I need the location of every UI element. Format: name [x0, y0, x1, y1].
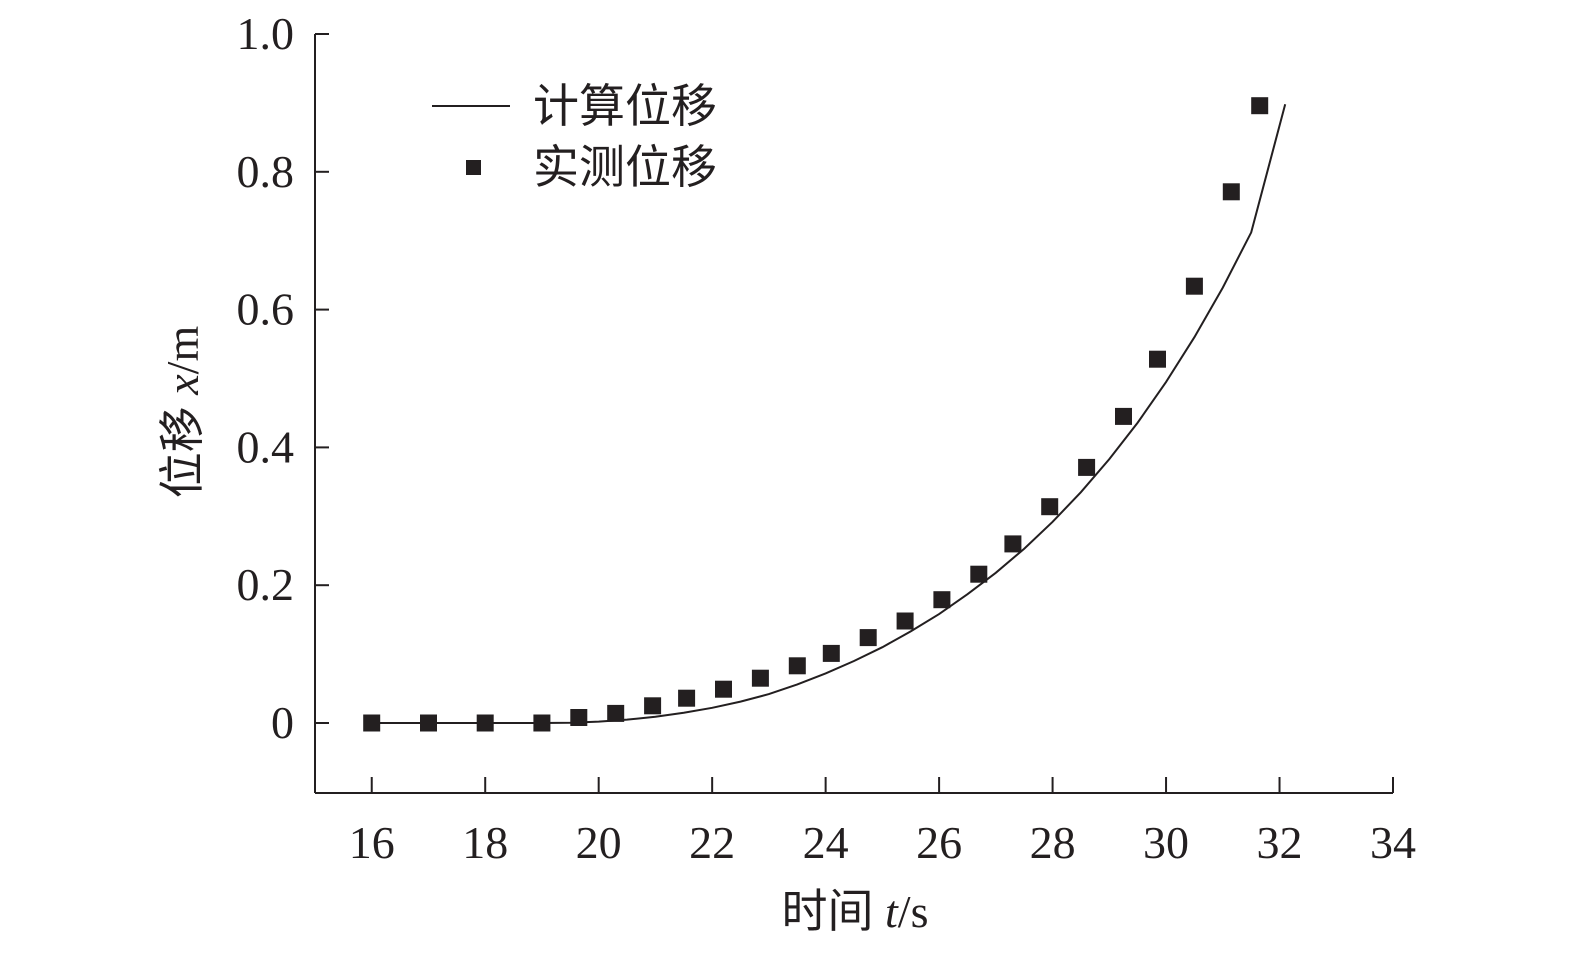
x-tick-label: 16 [349, 817, 395, 868]
data-point-measured [1004, 535, 1022, 553]
plot-area [363, 97, 1287, 732]
y-tick-label: 0.8 [237, 146, 295, 197]
x-tick-label: 20 [576, 817, 622, 868]
data-point-measured [970, 565, 988, 583]
data-point-measured [788, 657, 806, 675]
data-point-measured [570, 709, 588, 726]
data-point-measured [476, 714, 494, 732]
x-tick-label: 24 [803, 817, 849, 868]
data-point-measured [715, 680, 732, 698]
x-tick-label: 34 [1370, 817, 1416, 868]
x-tick-label: 18 [462, 817, 508, 868]
legend-label-calculated: 计算位移 [533, 81, 717, 132]
data-point-measured [896, 612, 914, 630]
y-tick-label: 0.4 [237, 421, 295, 472]
data-point-measured [1115, 407, 1132, 425]
y-axis-title-unit: /m [157, 326, 208, 375]
y-axis-title: 位移 x/m [157, 326, 208, 499]
legend-square-symbol [466, 160, 481, 175]
x-tick-label: 26 [916, 817, 962, 868]
x-axis-title-prefix: 时间 [782, 886, 886, 937]
data-point-measured [1078, 458, 1096, 476]
x-tick-label: 32 [1257, 817, 1303, 868]
x-axis-title-unit: /s [898, 886, 929, 937]
data-point-measured [859, 629, 877, 647]
x-axis-title: 时间 t/s [782, 886, 929, 937]
data-point-measured [751, 669, 769, 687]
y-axis-title-prefix: 位移 [157, 395, 208, 499]
x-axis-title-variable: t [885, 886, 899, 937]
data-point-measured [607, 704, 625, 722]
x-tick-label: 28 [1030, 817, 1076, 868]
legend: 计算位移 实测位移 [432, 81, 717, 193]
x-ticks: 16 18 20 22 24 26 28 30 32 34 [349, 777, 1416, 868]
y-tick-label: 0.2 [237, 559, 295, 610]
data-point-measured [363, 714, 381, 732]
data-point-measured [1149, 350, 1166, 368]
y-tick-label: 1.0 [237, 8, 295, 59]
y-axis-title-variable: x [157, 374, 208, 396]
x-tick-label: 30 [1143, 817, 1189, 868]
data-point-measured [533, 714, 551, 732]
data-point-measured [1251, 97, 1269, 115]
data-point-measured [933, 591, 951, 609]
y-ticks: 0 0.2 0.4 0.6 0.8 1.0 [237, 8, 329, 748]
x-tick-label: 22 [689, 817, 735, 868]
data-point-measured [1185, 277, 1203, 295]
data-point-measured [822, 644, 840, 662]
data-point-measured [1041, 498, 1059, 516]
axes [314, 34, 1393, 794]
y-tick-label: 0.6 [237, 284, 295, 335]
y-tick-label: 0 [271, 697, 294, 748]
data-point-measured [1222, 183, 1240, 201]
legend-label-measured: 实测位移 [533, 142, 717, 193]
data-point-measured [644, 697, 662, 715]
series-line-calculated [371, 104, 1287, 724]
data-point-measured [420, 714, 437, 732]
data-point-measured [678, 689, 696, 707]
